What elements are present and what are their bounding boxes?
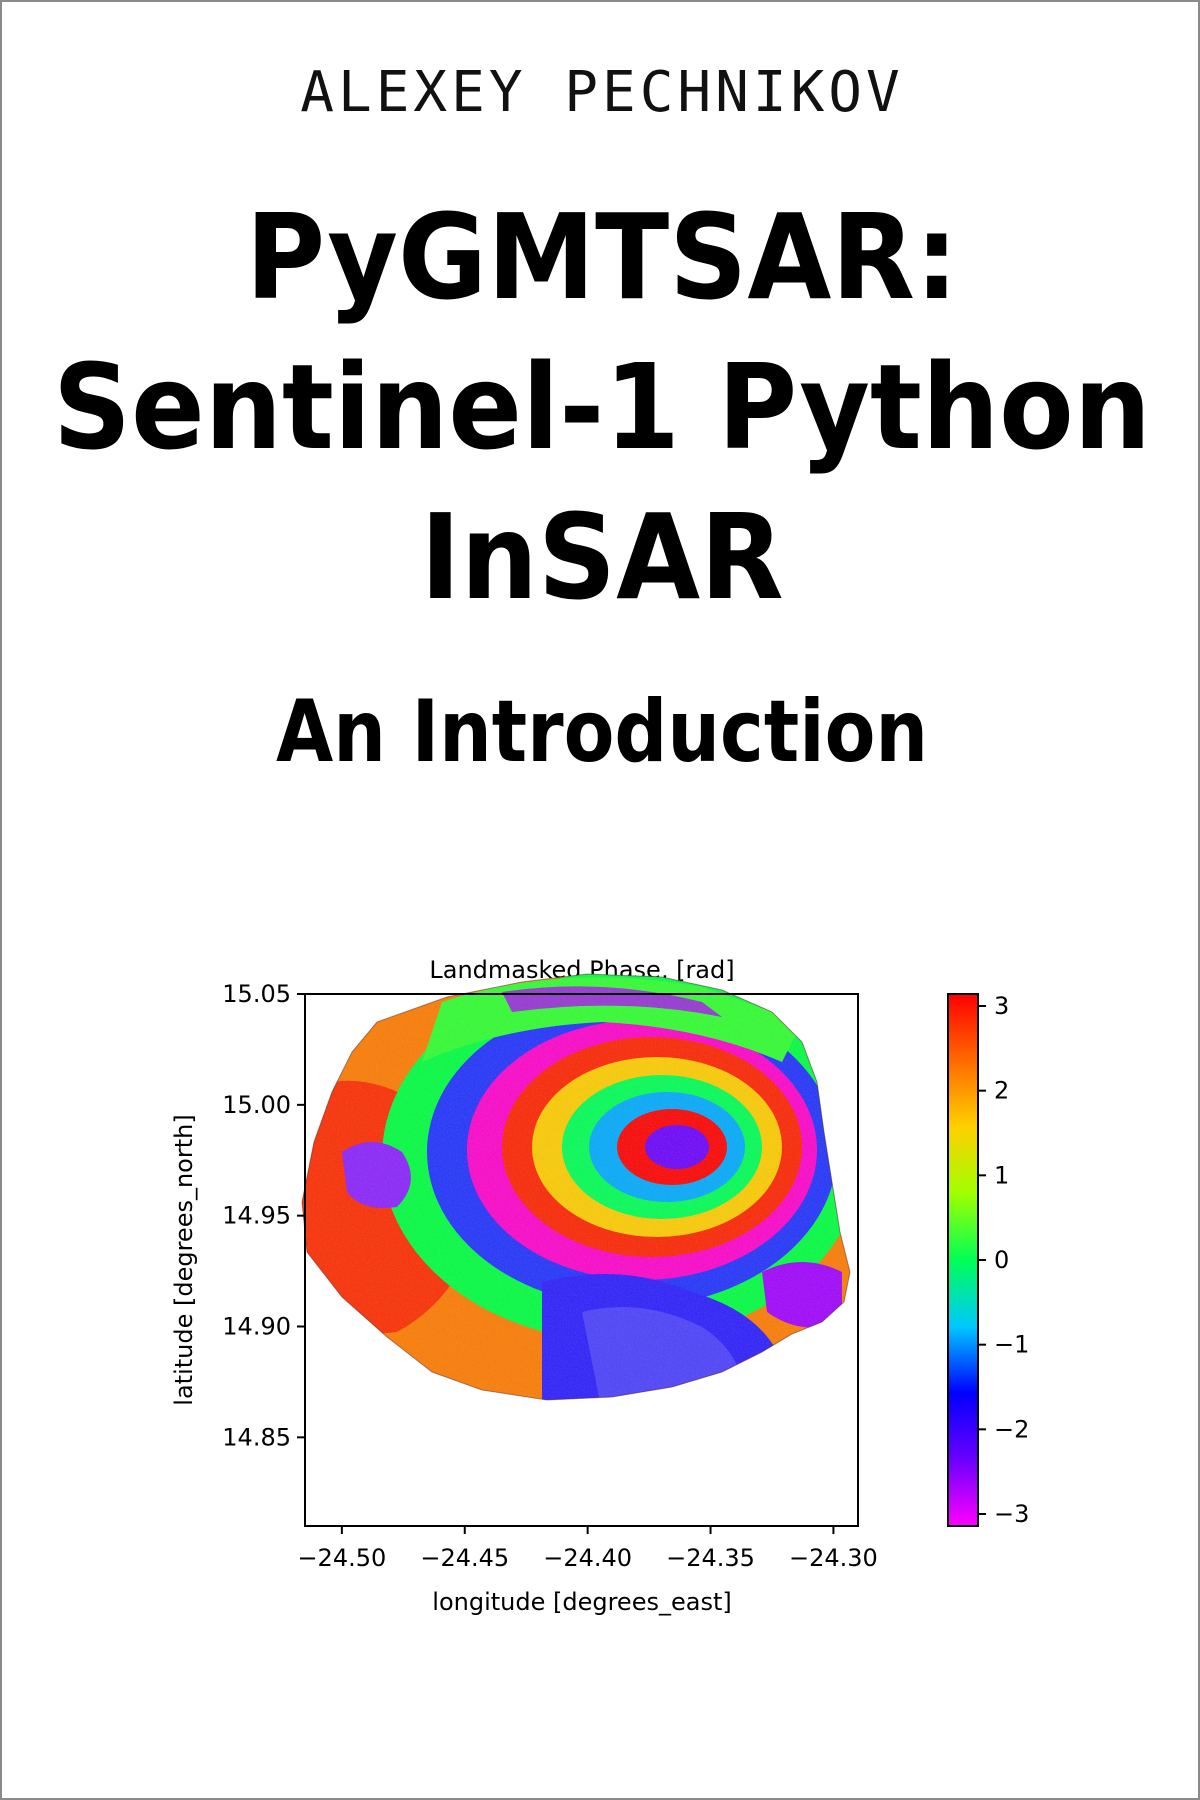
x-tick-label: −24.45 (420, 1544, 509, 1572)
title-line-1: PyGMTSAR: (245, 188, 959, 326)
colorbar-tick-label: −1 (994, 1331, 1029, 1359)
colorbar-tick-label: 3 (994, 992, 1009, 1020)
y-tick-label: 15.05 (222, 980, 291, 1008)
phase-heatmap (302, 974, 850, 1400)
x-tick-label: −24.40 (543, 1544, 632, 1572)
y-tick-label: 14.95 (222, 1202, 291, 1230)
colorbar-axis: 3 2 1 0 −1 −2 −3 (978, 992, 1029, 1528)
island-outline (301, 973, 851, 1401)
x-tick-label: −24.30 (789, 1544, 878, 1572)
phase-map-figure: Landmasked Phase, [rad] −24.50 −24.45 −24.… (170, 956, 1029, 1616)
colorbar-tick-label: 1 (994, 1161, 1009, 1189)
book-subtitle: An Introduction (275, 682, 929, 782)
colorbar-tick-label: −2 (994, 1415, 1029, 1443)
x-axis: −24.50 −24.45 −24.40 −24.35 −24.30 (297, 1526, 878, 1572)
x-tick-label: −24.50 (297, 1544, 386, 1572)
title-line-2: Sentinel-1 Python (52, 338, 1152, 476)
y-axis: 15.05 15.00 14.95 14.90 14.85 (222, 980, 305, 1451)
book-title: PyGMTSAR: Sentinel-1 Python InSAR (50, 182, 1154, 632)
x-axis-label: longitude [degrees_east] (432, 1588, 731, 1616)
colorbar-tick-label: 0 (994, 1246, 1009, 1274)
x-tick-label: −24.35 (666, 1544, 755, 1572)
title-line-3: InSAR (420, 488, 784, 626)
plot-frame (304, 993, 859, 1527)
colorbar (947, 993, 979, 1527)
author-name: ALEXEY PECHNIKOV (300, 60, 904, 125)
phase-speckle (302, 974, 850, 1400)
colorbar-tick-label: −3 (994, 1500, 1029, 1528)
y-tick-label: 14.85 (222, 1423, 291, 1451)
y-tick-label: 15.00 (222, 1091, 291, 1119)
colorbar-tick-label: 2 (994, 1077, 1009, 1105)
y-tick-label: 14.90 (222, 1313, 291, 1341)
y-axis-label: latitude [degrees_north] (170, 1114, 198, 1405)
